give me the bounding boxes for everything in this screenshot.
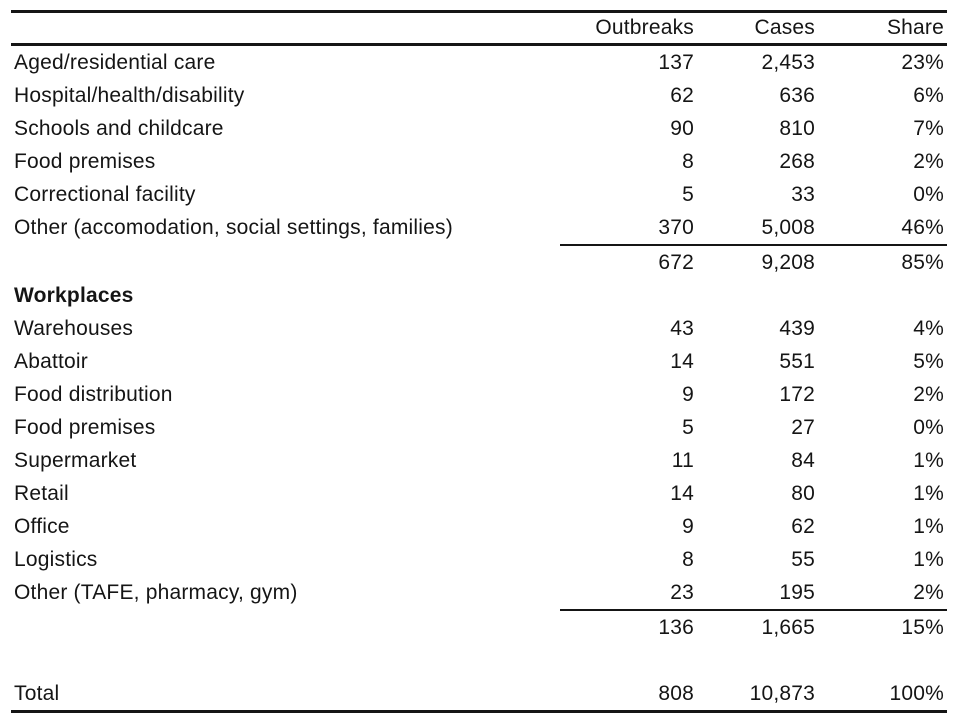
outbreaks-value: 9 [682, 382, 694, 406]
cases-value: 62 [791, 514, 815, 538]
cases-value: 2,453 [761, 50, 815, 74]
row-label: Supermarket [14, 448, 137, 472]
subtotal-share: 85% [818, 244, 947, 279]
table-row: Other (accomodation, social settings, fa… [11, 211, 947, 245]
cases-value: 172 [779, 382, 815, 406]
cases-value: 195 [779, 580, 815, 604]
outbreaks-value: 5 [682, 415, 694, 439]
table-row: Logistics 8 55 1% [11, 543, 947, 576]
outbreaks-value: 14 [670, 349, 694, 373]
row-label: Food premises [14, 415, 156, 439]
outbreaks-table: Outbreaks Cases Share Aged/residential c… [11, 10, 947, 713]
outbreaks-value: 370 [658, 215, 694, 239]
table-row: Retail 14 80 1% [11, 477, 947, 510]
subtotal-label [11, 610, 560, 644]
section-title: Workplaces [14, 283, 134, 307]
table-row: Food premises 5 27 0% [11, 411, 947, 444]
table-row: Office 9 62 1% [11, 510, 947, 543]
section1-subtotal-row: 672 9,208 85% [11, 244, 947, 279]
table-row: Other (TAFE, pharmacy, gym) 23 195 2% [11, 576, 947, 610]
total-outbreaks: 808 [560, 677, 697, 713]
share-value: 23% [901, 50, 944, 74]
row-label: Other (TAFE, pharmacy, gym) [14, 581, 298, 604]
share-value: 5% [913, 349, 944, 373]
share-value: 0% [913, 182, 944, 206]
subtotal-label [11, 245, 560, 279]
share-value: 1% [913, 481, 944, 505]
row-label: Other (accomodation, social settings, fa… [14, 216, 453, 239]
subtotal-outbreaks: 672 [560, 244, 697, 279]
cases-value: 439 [779, 316, 815, 340]
outbreaks-value: 8 [682, 547, 694, 571]
outbreaks-value: 8 [682, 149, 694, 173]
header-row: Outbreaks Cases Share [11, 11, 947, 46]
outbreaks-value: 14 [670, 481, 694, 505]
row-label: Aged/residential care [14, 50, 216, 74]
subtotal-cases: 1,665 [697, 609, 818, 644]
table-row: Schools and childcare 90 810 7% [11, 112, 947, 145]
row-label: Food distribution [14, 382, 173, 406]
table-row: Supermarket 11 84 1% [11, 444, 947, 477]
header-outbreaks: Outbreaks [560, 11, 697, 46]
table-row: Aged/residential care 137 2,453 23% [11, 45, 947, 80]
row-label: Food premises [14, 149, 156, 173]
cases-value: 80 [791, 481, 815, 505]
outbreaks-value: 62 [670, 83, 694, 107]
share-value: 1% [913, 514, 944, 538]
table-row: Correctional facility 5 33 0% [11, 178, 947, 211]
row-label: Retail [14, 481, 69, 505]
row-label: Hospital/health/disability [14, 83, 245, 107]
cases-value: 55 [791, 547, 815, 571]
row-label: Logistics [14, 547, 98, 571]
cases-value: 268 [779, 149, 815, 173]
header-share: Share [818, 11, 947, 46]
table-row: Abattoir 14 551 5% [11, 345, 947, 378]
outbreaks-value: 5 [682, 182, 694, 206]
cases-value: 810 [779, 116, 815, 140]
outbreaks-value: 23 [670, 580, 694, 604]
share-value: 2% [913, 580, 944, 604]
row-label: Correctional facility [14, 182, 196, 206]
share-value: 7% [913, 116, 944, 140]
share-value: 2% [913, 382, 944, 406]
share-value: 46% [901, 215, 944, 239]
table-row: Warehouses 43 439 4% [11, 312, 947, 345]
table-row: Hospital/health/disability 62 636 6% [11, 79, 947, 112]
spacer-row [11, 644, 947, 677]
subtotal-cases: 9,208 [697, 244, 818, 279]
row-label: Abattoir [14, 349, 88, 373]
section2-title-row: Workplaces [11, 279, 947, 312]
share-value: 6% [913, 83, 944, 107]
share-value: 2% [913, 149, 944, 173]
subtotal-outbreaks: 136 [560, 609, 697, 644]
table-row: Food distribution 9 172 2% [11, 378, 947, 411]
outbreaks-value: 9 [682, 514, 694, 538]
header-category [11, 11, 560, 46]
subtotal-share: 15% [818, 609, 947, 644]
row-label: Office [14, 514, 70, 538]
outbreaks-value: 43 [670, 316, 694, 340]
total-share: 100% [818, 677, 947, 713]
cases-value: 5,008 [761, 215, 815, 239]
cases-value: 636 [779, 83, 815, 107]
row-label: Schools and childcare [14, 116, 224, 140]
section2-subtotal-row: 136 1,665 15% [11, 609, 947, 644]
cases-value: 33 [791, 182, 815, 206]
table-row: Food premises 8 268 2% [11, 145, 947, 178]
outbreaks-value: 11 [671, 448, 694, 472]
total-label: Total [11, 677, 560, 713]
cases-value: 551 [779, 349, 815, 373]
row-label: Warehouses [14, 316, 134, 340]
share-value: 0% [913, 415, 944, 439]
share-value: 1% [913, 448, 944, 472]
share-value: 1% [913, 547, 944, 571]
outbreaks-value: 137 [658, 50, 694, 74]
total-row: Total 808 10,873 100% [11, 677, 947, 713]
share-value: 4% [913, 316, 944, 340]
cases-value: 84 [791, 448, 815, 472]
header-cases: Cases [697, 11, 818, 46]
outbreaks-value: 90 [670, 116, 694, 140]
cases-value: 27 [791, 415, 815, 439]
total-cases: 10,873 [697, 677, 818, 713]
